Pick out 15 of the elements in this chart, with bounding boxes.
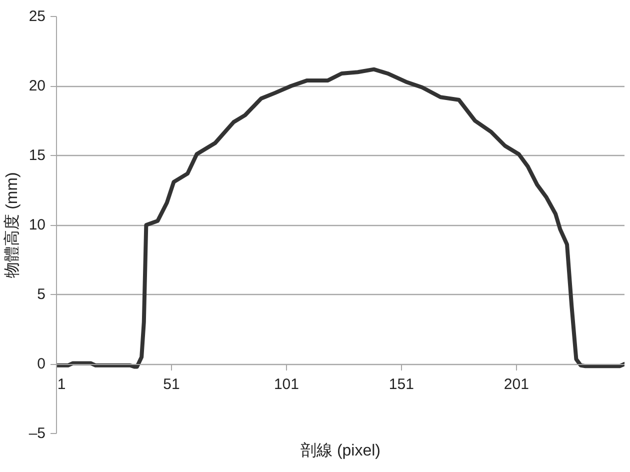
y-tick-label: 15 — [28, 147, 46, 164]
y-tick-label: –5 — [28, 425, 46, 442]
x-axis-title: 剖線 (pixel) — [300, 442, 381, 460]
x-tick-label: 151 — [388, 376, 414, 393]
x-tick-label: 201 — [504, 376, 529, 393]
y-tick-label: 20 — [28, 78, 46, 94]
y-tick-label: 5 — [37, 286, 46, 303]
y-tick-label: 0 — [37, 356, 46, 372]
x-tick-label: 51 — [163, 376, 180, 393]
x-tick-label: 1 — [57, 376, 66, 393]
y-tick-label: 25 — [28, 8, 46, 25]
y-tick-label: 10 — [28, 216, 46, 234]
y-axis-title: 物體高度 (mm) — [2, 172, 21, 278]
line-series — [56, 67, 624, 369]
x-tick-label: 101 — [274, 376, 299, 393]
